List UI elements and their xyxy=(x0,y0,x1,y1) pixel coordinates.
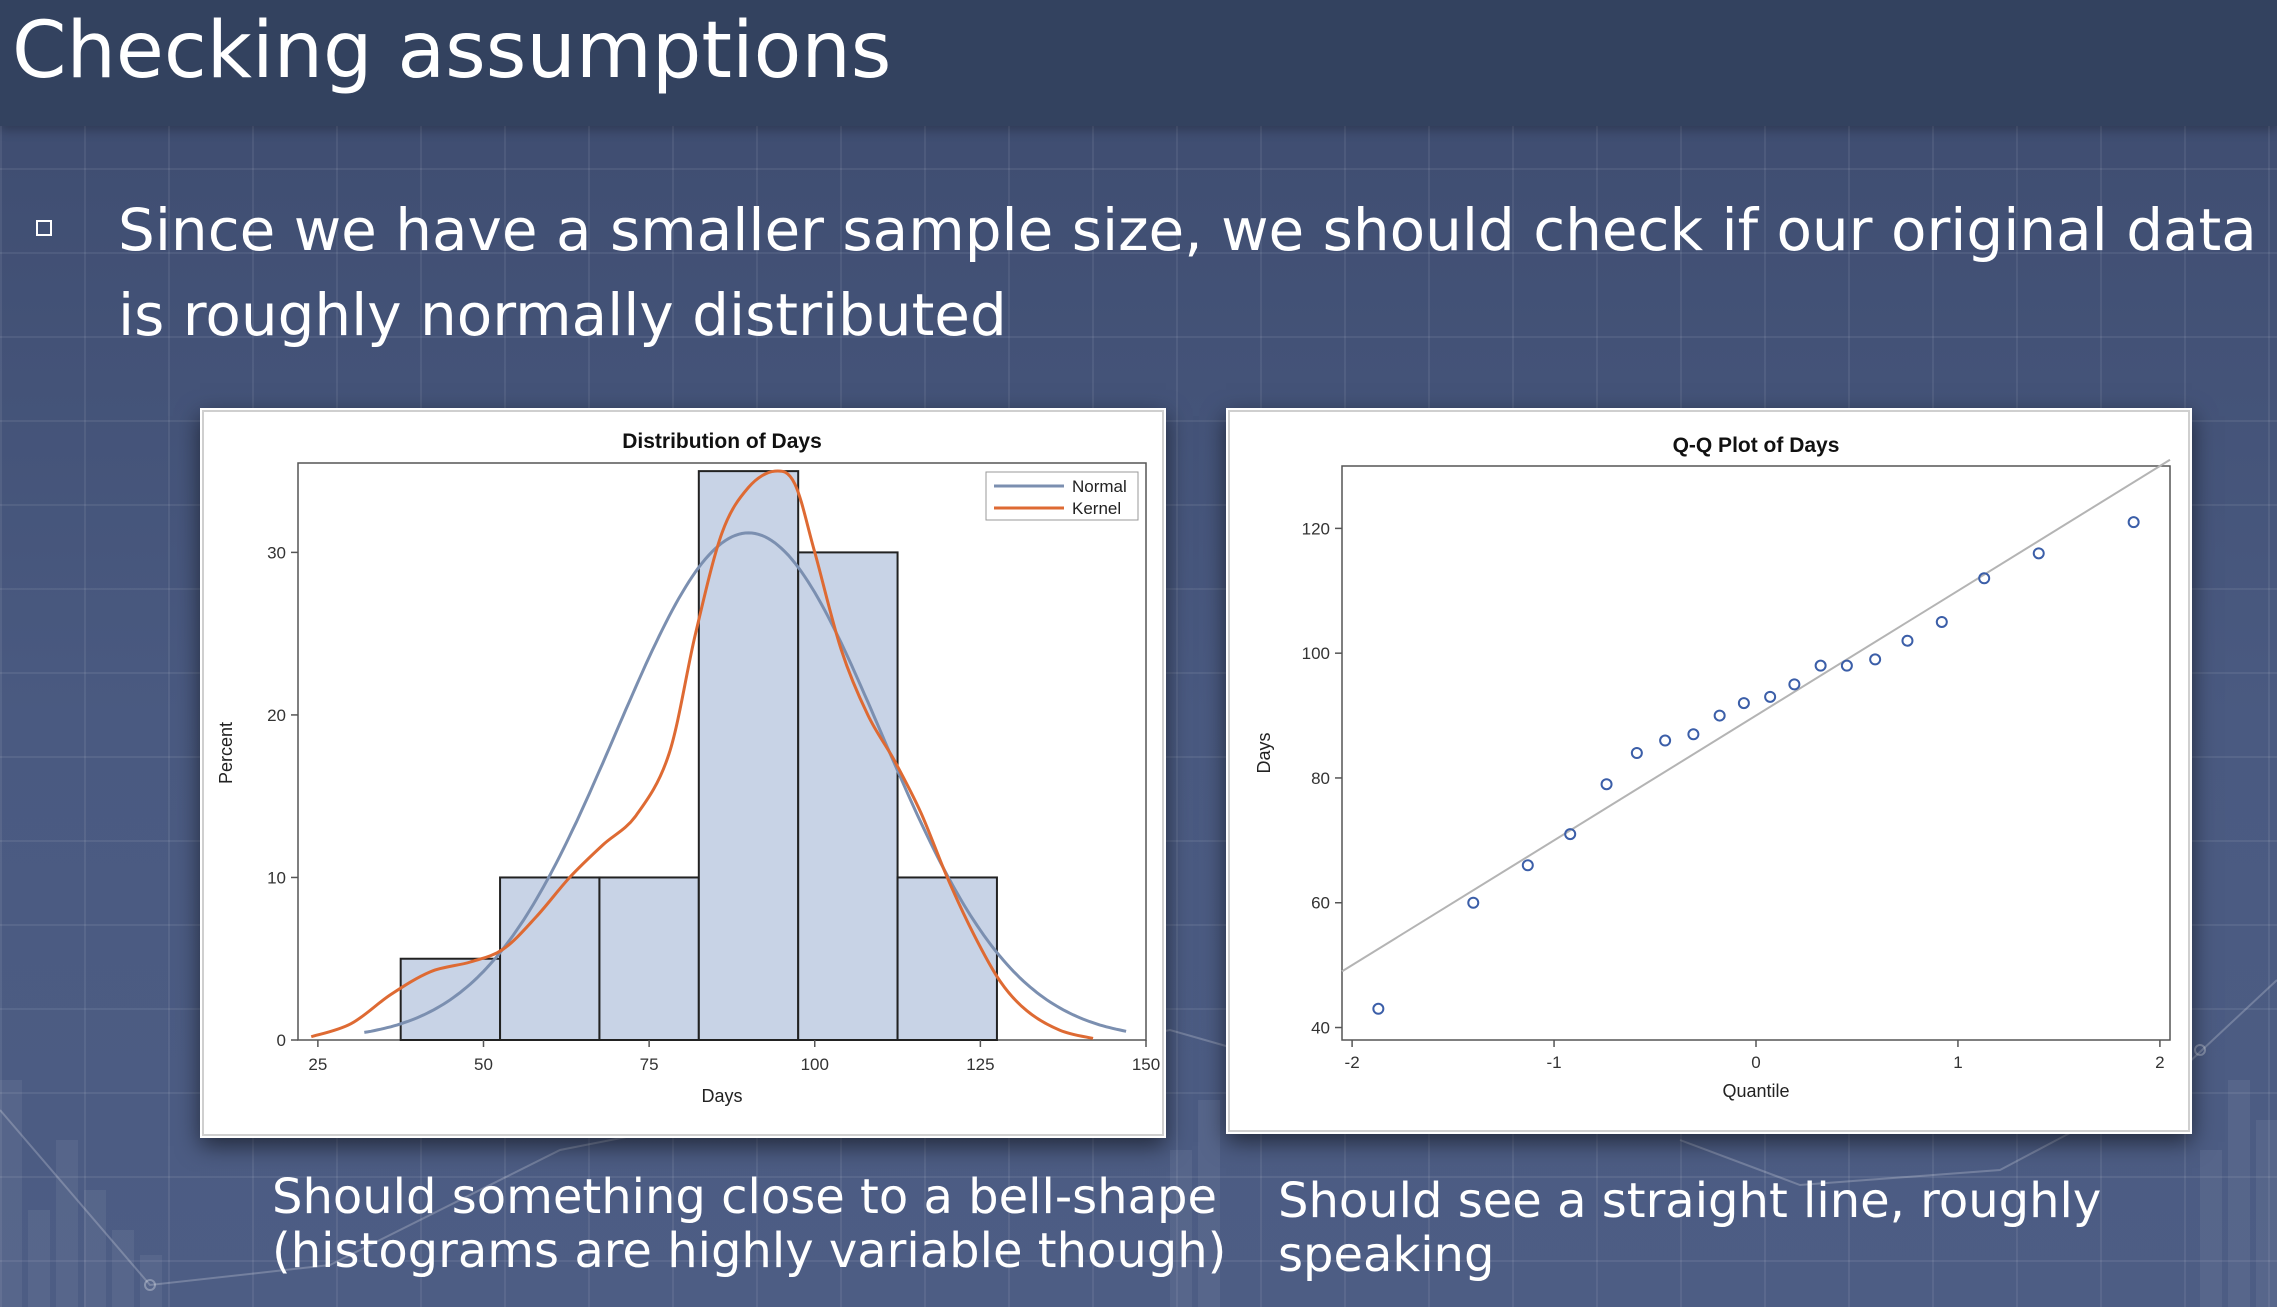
decor-bar xyxy=(2200,1150,2222,1307)
x-tick-label: 150 xyxy=(1132,1055,1160,1074)
x-tick-label: 25 xyxy=(308,1055,327,1074)
y-tick-label: 100 xyxy=(1302,644,1330,663)
decor-bar xyxy=(84,1190,106,1307)
qq-point xyxy=(1814,659,1827,672)
chart-title: Distribution of Days xyxy=(622,430,822,453)
decor-dot xyxy=(2194,1044,2206,1056)
qq-caption-line-1: Should see a straight line, roughly xyxy=(1278,1173,2102,1229)
histogram-bar xyxy=(896,876,998,1041)
decor-trend-line xyxy=(1679,979,2277,1187)
normal-curve xyxy=(364,531,1127,1034)
kernel-curve xyxy=(310,469,1094,1040)
decor-trend-line xyxy=(0,1028,1241,1287)
x-tick-label: 2 xyxy=(2155,1053,2164,1072)
qq-caption-line-2: speaking xyxy=(1278,1227,1495,1283)
qq-point xyxy=(1372,1002,1385,1015)
legend-entry: Normal xyxy=(1072,477,1127,496)
decor-bar xyxy=(0,1080,22,1307)
histogram-bar xyxy=(598,876,700,1041)
y-tick-label: 0 xyxy=(277,1031,286,1050)
title-bar: Checking assumptions xyxy=(0,0,2277,126)
qq-point xyxy=(2127,516,2140,529)
decor-bar xyxy=(2256,1120,2277,1307)
y-tick-label: 30 xyxy=(267,543,286,562)
histogram-caption-line-1: Should something close to a bell-shape xyxy=(272,1169,1217,1225)
x-axis-label: Days xyxy=(701,1086,742,1106)
qq-point xyxy=(1659,734,1672,747)
slide-title: Checking assumptions xyxy=(12,6,892,96)
decor-bar xyxy=(2228,1080,2250,1307)
qq-point xyxy=(1788,678,1801,691)
plot-area-frame xyxy=(1341,465,2171,1041)
x-tick-label: 100 xyxy=(801,1055,829,1074)
qq-point xyxy=(1978,572,1991,585)
y-tick-label: 80 xyxy=(1311,769,1330,788)
x-tick-label: 75 xyxy=(640,1055,659,1074)
qq-caption: Should see a straight line, roughly spea… xyxy=(1278,1174,2238,1282)
decor-bar xyxy=(1170,1150,1192,1307)
chart-title: Q-Q Plot of Days xyxy=(1673,434,1840,457)
decor-bar xyxy=(112,1230,134,1307)
histogram-caption-line-2: (histograms are highly variable though) xyxy=(272,1223,1227,1279)
decor-dot xyxy=(144,1279,156,1291)
histogram-chart: 25 50 75 100 125 150 0 10 20 30 Distribution of Da… xyxy=(202,410,1164,1136)
bullet-text: Since we have a smaller sample size, we … xyxy=(118,196,2257,349)
y-tick-label: 40 xyxy=(1311,1019,1330,1038)
x-tick-label: -1 xyxy=(1546,1053,1561,1072)
qq-point xyxy=(1564,828,1577,841)
qq-point xyxy=(1630,747,1643,759)
qq-point xyxy=(1901,634,1914,647)
decor-bar xyxy=(140,1255,162,1307)
qq-point xyxy=(1521,859,1534,872)
qq-plot-chart: -2 -1 0 1 2 40 60 80 100 120 Q-Q Plot of Days Quant… xyxy=(1228,410,2190,1132)
y-tick-label: 10 xyxy=(267,868,286,887)
x-tick-label: 50 xyxy=(474,1055,493,1074)
qq-point xyxy=(1687,728,1700,741)
y-axis-label: Percent xyxy=(216,722,236,784)
y-tick-label: 120 xyxy=(1302,519,1330,538)
qq-point xyxy=(2032,547,2045,560)
x-tick-label: -2 xyxy=(1345,1053,1360,1072)
histogram-panel: 25 50 75 100 125 150 0 10 20 30 Distribution of Da… xyxy=(200,408,1166,1138)
y-axis-label: Days xyxy=(1254,732,1274,773)
decor-bar xyxy=(56,1140,78,1307)
histogram-bar xyxy=(797,551,899,1041)
histogram-caption: Should something close to a bell-shape (… xyxy=(272,1170,1232,1278)
bullet-marker xyxy=(36,220,52,236)
qq-point xyxy=(1764,690,1777,703)
y-tick-label: 60 xyxy=(1311,894,1330,913)
qq-point xyxy=(1467,896,1480,909)
x-axis-label: Quantile xyxy=(1722,1081,1789,1101)
qq-point xyxy=(1713,709,1726,722)
legend-entry: Kernel xyxy=(1072,499,1121,518)
reference-line xyxy=(1341,458,2171,973)
qq-plot-panel: -2 -1 0 1 2 40 60 80 100 120 Q-Q Plot of Days Quant… xyxy=(1226,408,2192,1134)
panel-frame xyxy=(1228,410,2190,1132)
decor-bar xyxy=(1198,1100,1220,1307)
x-tick-label: 1 xyxy=(1953,1053,1962,1072)
legend-box xyxy=(985,471,1139,521)
qq-point xyxy=(1935,615,1948,628)
x-tick-label: 125 xyxy=(966,1055,994,1074)
qq-point xyxy=(1869,653,1882,666)
x-tick-label: 0 xyxy=(1751,1053,1760,1072)
qq-point xyxy=(1737,697,1750,710)
qq-point xyxy=(1600,778,1613,791)
qq-point xyxy=(1840,659,1853,672)
decor-bar xyxy=(28,1210,50,1307)
panel-frame xyxy=(202,410,1164,1136)
y-tick-label: 20 xyxy=(267,706,286,725)
